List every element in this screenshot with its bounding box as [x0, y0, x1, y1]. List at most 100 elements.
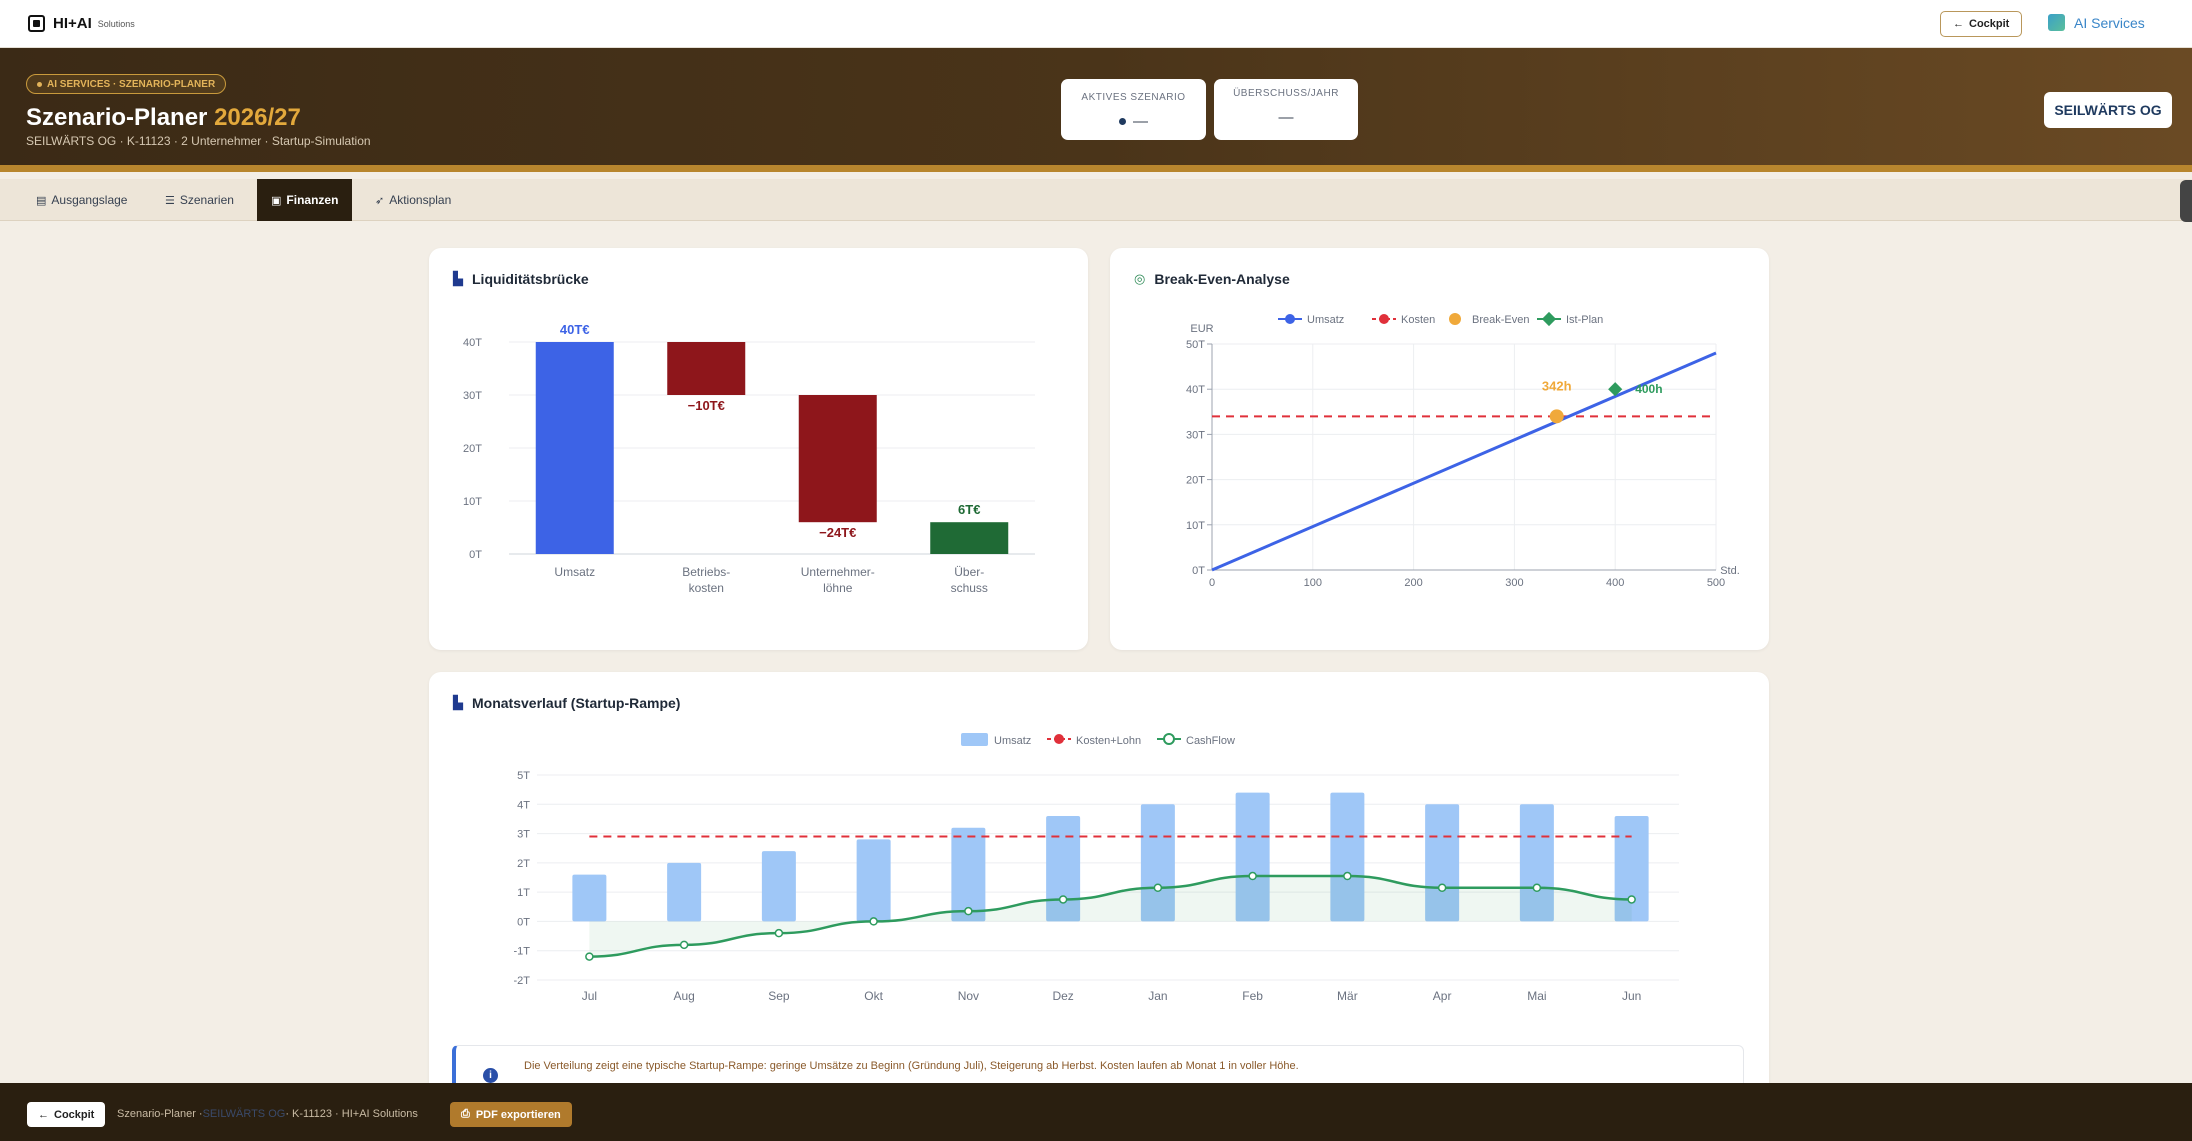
waterfall-bar	[535, 342, 614, 554]
break-even-point	[1549, 409, 1564, 424]
tab-bar: ▤ Ausgangslage ☰ Szenarien ▣ Finanzen ➶ …	[0, 179, 2192, 221]
umsatz-bar	[1046, 816, 1081, 922]
umsatz-bar	[572, 874, 607, 922]
tab-finanzen[interactable]: ▣ Finanzen	[257, 179, 353, 221]
liquidity-bridge-card: ▙ Liquiditätsbrücke 0T 10T 20T 30T 40T 40T€ Um…	[429, 248, 1088, 650]
bar-value-label: −10T€	[688, 398, 725, 413]
company-button[interactable]: SEILWÄRTS OG	[2044, 92, 2172, 128]
logo-text: HI+AI	[53, 15, 92, 32]
x-category-label: Jun	[1622, 989, 1641, 1003]
kpi-active-label: AKTIVES SZENARIO	[1081, 92, 1186, 103]
umsatz-bar	[1330, 792, 1365, 922]
waterfall-bar	[798, 395, 877, 523]
tab-label: Aktionsplan	[389, 193, 452, 207]
x-category-label: Okt	[864, 989, 883, 1003]
ai-services-link[interactable]: AI Services	[2048, 14, 2145, 31]
x-category-label: Betriebs-	[682, 565, 730, 579]
x-category-label: kosten	[689, 581, 724, 595]
rocket-icon: ➶	[375, 194, 385, 207]
cashflow-point	[1248, 871, 1257, 881]
y-tick-label: 0T	[517, 916, 530, 928]
umsatz-bar	[1140, 804, 1175, 922]
y-tick-label: 0T	[1192, 565, 1205, 577]
page-title-text: Szenario-Planer	[26, 104, 208, 131]
y-tick-label: 5T	[517, 770, 530, 782]
bar-chart-icon: ▙	[453, 271, 463, 286]
x-tick-label: 0	[1209, 577, 1215, 589]
legend-label: Ist-Plan	[1566, 314, 1603, 326]
card-title: ◎ Break-Even-Analyse	[1134, 271, 1290, 287]
app-logo[interactable]: HI+AI Solutions	[28, 15, 135, 32]
kpi-surplus-year: ÜBERSCHUSS/JAHR —	[1214, 79, 1358, 140]
cockpit-button[interactable]: ← Cockpit	[1940, 11, 2023, 37]
kpi-active-value: —	[1061, 113, 1206, 130]
x-category-label: Umsatz	[554, 565, 595, 579]
x-category-label: Unternehmer-	[801, 565, 875, 579]
y-tick-label: 50T	[1186, 339, 1205, 351]
cashflow-point	[1153, 883, 1163, 892]
x-category-label: Nov	[958, 989, 979, 1003]
card-title: ▙ Monatsverlauf (Startup-Rampe)	[453, 695, 680, 711]
umsatz-bar	[761, 851, 796, 922]
monthly-trend-chart: -2T -1T 0T 1T 2T 3T 4T 5T Umsatz Kosten+Lohn CashF…	[514, 733, 1679, 1003]
break-even-label: 342h	[1542, 378, 1572, 393]
umsatz-bar	[1235, 792, 1270, 922]
cashflow-point	[1532, 883, 1542, 892]
bar-value-label: −24T€	[819, 525, 856, 540]
arrow-left-icon: ←	[38, 1108, 49, 1121]
crumb-end: · K-11123 · HI+AI Solutions	[285, 1108, 418, 1120]
cashflow-point	[964, 906, 973, 916]
bottom-breadcrumb: Szenario-Planer · SEILWÄRTS OG · K-11123…	[117, 1108, 418, 1120]
y-tick-label: 4T	[517, 799, 530, 811]
y-tick-label: 1T	[517, 887, 530, 899]
tab-ausgangslage[interactable]: ▤ Ausgangslage	[22, 179, 141, 221]
y-tick-label: 3T	[517, 829, 530, 841]
status-dot-icon	[1119, 118, 1126, 125]
bottom-bar: ← Cockpit Szenario-Planer · SEILWÄRTS OG…	[0, 1083, 2192, 1141]
x-category-label: Aug	[673, 989, 694, 1003]
x-category-label: Feb	[1242, 989, 1263, 1003]
x-tick-label: 500	[1707, 577, 1725, 589]
page-title-year: 2026/27	[214, 104, 301, 131]
kpi-active-value-text: —	[1133, 113, 1148, 130]
logo-subtitle: Solutions	[97, 18, 135, 29]
legend-marker	[1379, 314, 1389, 324]
y-tick-label: 30T	[463, 390, 482, 402]
y-tick-label: 40T	[1186, 384, 1205, 396]
side-panel-toggle[interactable]	[2180, 180, 2192, 222]
tab-aktionsplan[interactable]: ➶ Aktionsplan	[361, 179, 465, 221]
wallet-icon: ▣	[271, 194, 282, 207]
page-header: AI SERVICES · SZENARIO-PLANER Szenario-P…	[0, 48, 2192, 172]
sliders-icon: ☰	[165, 194, 175, 207]
x-tick-label: 100	[1304, 577, 1322, 589]
bottom-cockpit-button[interactable]: ← Cockpit	[27, 1102, 106, 1127]
x-category-label: Mai	[1527, 989, 1546, 1003]
bar-value-label: 40T€	[560, 322, 590, 337]
legend-label: Kosten+Lohn	[1076, 735, 1141, 747]
cashflow-point	[585, 952, 594, 961]
umsatz-bar	[667, 862, 702, 922]
legend-label: Break-Even	[1472, 314, 1529, 326]
info-note-text: Die Verteilung zeigt eine typische Start…	[524, 1060, 1299, 1072]
waterfall-bar	[667, 342, 746, 395]
card-title-text: Liquiditätsbrücke	[472, 271, 589, 287]
card-title: ▙ Liquiditätsbrücke	[453, 271, 589, 287]
cashflow-point	[679, 940, 689, 950]
printer-icon: ⎙	[461, 1108, 470, 1120]
monthly-trend-card: ▙ Monatsverlauf (Startup-Rampe) -2T -1T 0T…	[429, 672, 1769, 1112]
pdf-export-button[interactable]: ⎙ PDF exportieren	[450, 1102, 572, 1127]
y-tick-label: 20T	[1186, 475, 1205, 487]
umsatz-bar	[1425, 804, 1460, 922]
x-category-label: löhne	[823, 581, 853, 595]
cashflow-point	[869, 917, 878, 926]
x-tick-label: 300	[1505, 577, 1523, 589]
x-category-label: schuss	[951, 581, 988, 595]
y-tick-label: -1T	[514, 946, 531, 958]
tab-szenarien[interactable]: ☰ Szenarien	[151, 179, 248, 221]
x-category-label: Sep	[768, 989, 790, 1003]
bottom-cockpit-label: Cockpit	[54, 1108, 95, 1121]
x-tick-label: 400	[1606, 577, 1624, 589]
y-tick-label: 10T	[1186, 520, 1205, 532]
info-icon: i	[483, 1068, 498, 1083]
legend-label: Umsatz	[994, 735, 1031, 747]
